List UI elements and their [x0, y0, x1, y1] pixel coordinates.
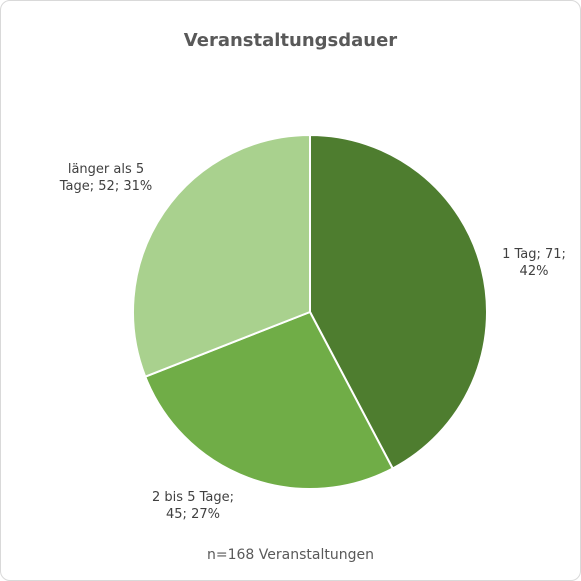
pie-slice [309, 133, 488, 470]
data-label: 1 Tag; 71; 42% [502, 247, 566, 279]
pie-slice [132, 133, 311, 378]
data-label: länger als 5 Tage; 52; 31% [59, 162, 153, 194]
data-label: 2 bis 5 Tage; 45; 27% [152, 490, 234, 522]
chart-title: Veranstaltungsdauer [183, 30, 398, 51]
pie-slice [143, 310, 395, 490]
chart-subtitle: n=168 Veranstaltungen [207, 547, 374, 563]
